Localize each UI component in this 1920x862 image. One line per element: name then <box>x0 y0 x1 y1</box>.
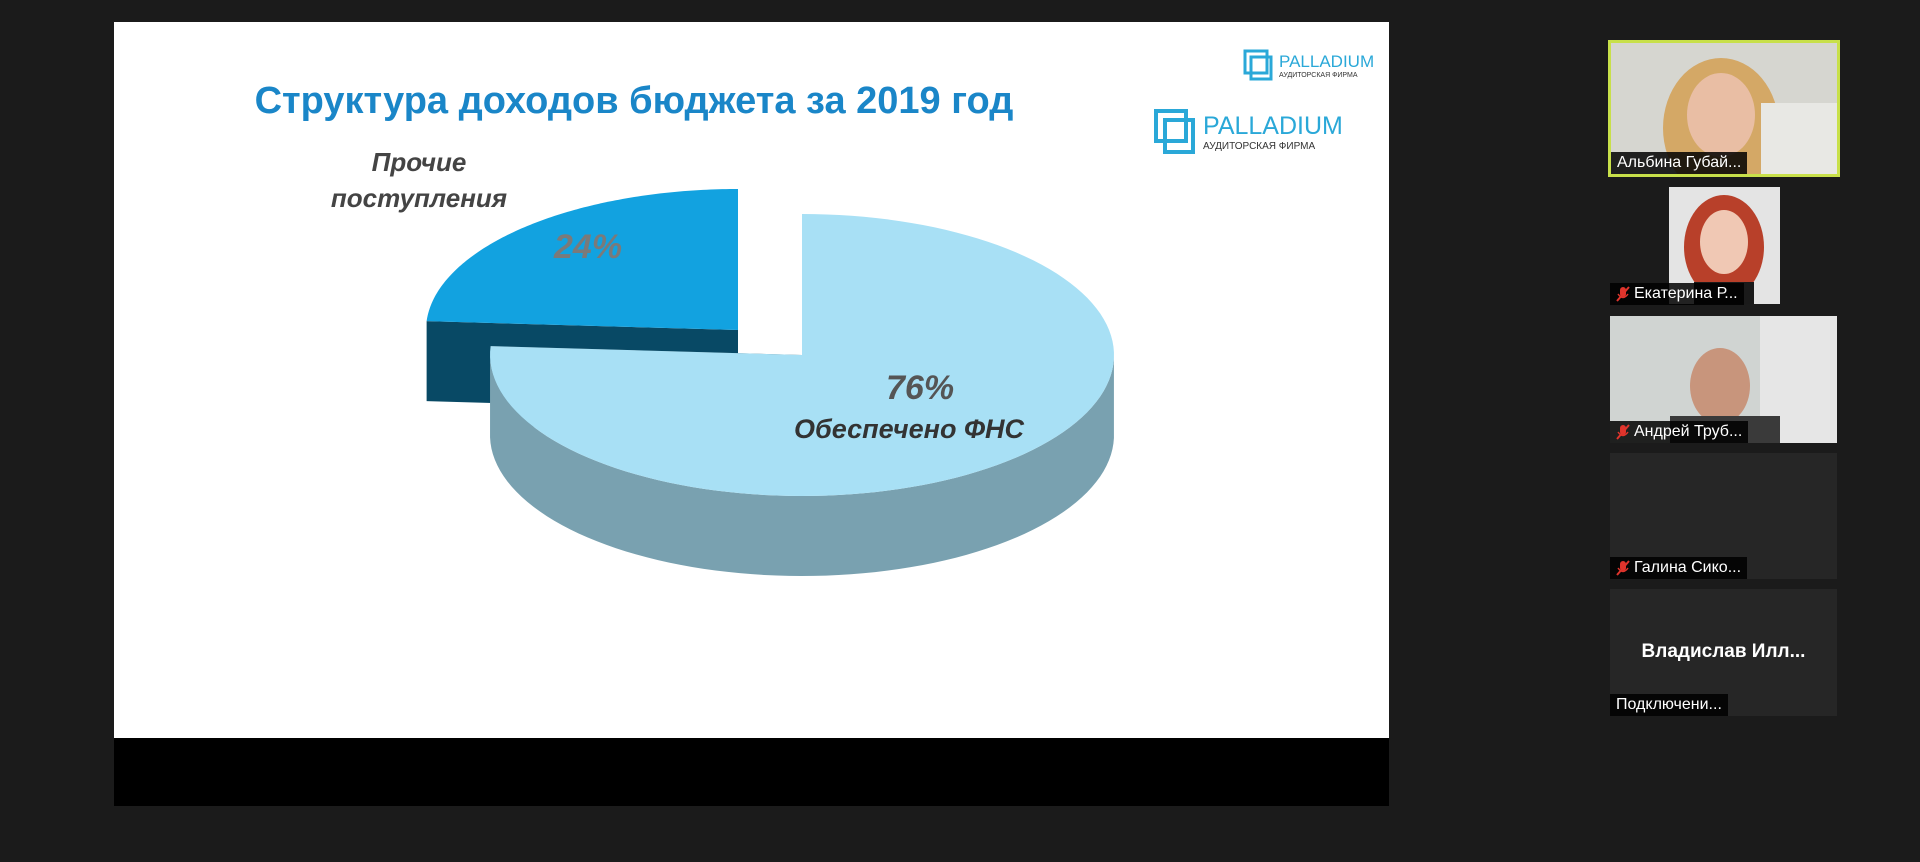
slide: Структура доходов бюджета за 2019 год PA… <box>114 22 1389 738</box>
mute-icon <box>1616 560 1630 576</box>
value-label: 24% <box>554 228 623 266</box>
category-label: Обеспечено ФНС <box>794 414 1025 444</box>
value-label: 76% <box>886 369 955 407</box>
participant-name: Галина Сико... <box>1610 557 1748 579</box>
name-text: Екатерина Р... <box>1634 285 1738 302</box>
participant-name: Андрей Труб... <box>1610 421 1749 443</box>
video-tile[interactable]: Альбина Губай... <box>1608 40 1840 177</box>
logo-icon <box>1243 49 1273 81</box>
pie-chart <box>426 189 1114 576</box>
category-label: Прочие поступления <box>330 147 508 213</box>
participant-status: Подключени... <box>1610 694 1728 716</box>
slice <box>490 214 1114 496</box>
status-text: Подключени... <box>1616 696 1722 713</box>
mute-icon <box>1616 424 1630 440</box>
participant-name: Альбина Губай... <box>1611 152 1748 174</box>
logo-name: PALLADIUM <box>1203 112 1343 140</box>
participant-name: Владислав Илл... <box>1641 641 1806 662</box>
slice <box>426 189 738 330</box>
participant-name: Екатерина Р... <box>1610 283 1744 305</box>
logo-sub: АУДИТОРСКАЯ ФИРМА <box>1203 141 1316 152</box>
logo-icon <box>1154 109 1195 154</box>
video-tile[interactable]: Владислав Илл... Подключени... <box>1610 589 1837 716</box>
mute-icon <box>1616 286 1630 302</box>
video-feed <box>1611 43 1837 174</box>
video-tile[interactable]: Андрей Труб... <box>1610 316 1837 443</box>
logo-sub: АУДИТОРСКАЯ ФИРМА <box>1279 71 1358 79</box>
slice-wall <box>490 357 1114 576</box>
letterbox <box>114 738 1389 806</box>
video-tile[interactable]: Галина Сико... <box>1610 453 1837 579</box>
slide-title: Структура доходов бюджета за 2019 год <box>254 80 1014 122</box>
logo: PALLADIUM АУДИТОРСКАЯ ФИРМА <box>1153 108 1343 156</box>
name-text: Альбина Губай... <box>1617 154 1742 171</box>
name-text: Андрей Труб... <box>1634 423 1743 440</box>
name-text: Галина Сико... <box>1634 559 1742 576</box>
logo: PALLADIUM АУДИТОРСКАЯ ФИРМА <box>1243 49 1374 81</box>
logo-name: PALLADIUM <box>1279 51 1375 71</box>
